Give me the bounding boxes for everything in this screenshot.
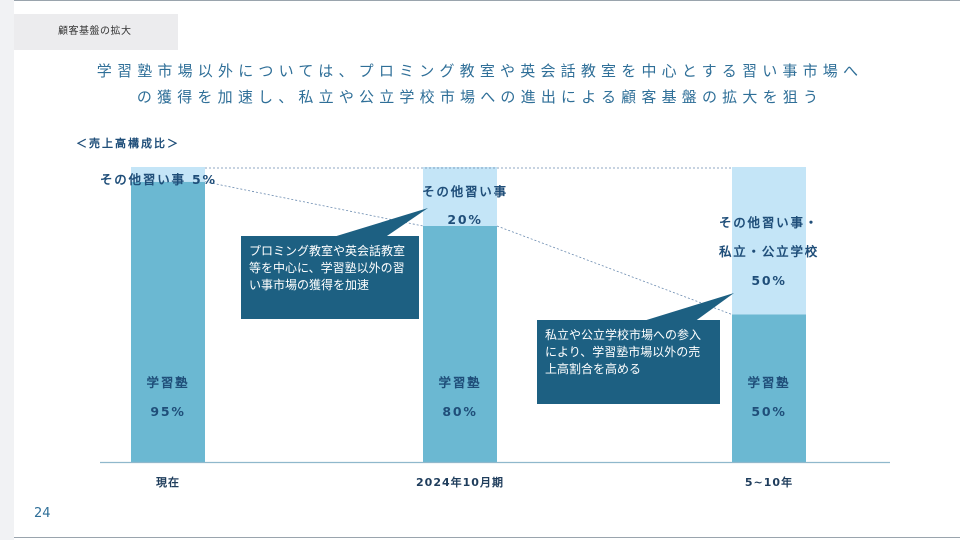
x-label-2024: 2024年10月期 xyxy=(416,476,504,489)
other-label-future-name1: その他習い事・ xyxy=(718,215,820,230)
bar-other-2024 xyxy=(423,167,497,226)
other-label-2024: その他習い事 20% xyxy=(395,178,535,234)
juku-label-2024-value: 80% xyxy=(442,404,478,419)
juku-label-future-name: 学習塾 xyxy=(747,375,791,390)
bar-other-future xyxy=(732,167,806,315)
x-label-current: 現在 xyxy=(156,476,180,489)
other-label-future-name2: 私立・公立学校 xyxy=(718,244,820,259)
headline: 学習塾市場以外については、プロミング教室や英会話教室を中心とする習い事市場へ の… xyxy=(40,58,920,110)
other-label-2024-name: その他習い事 xyxy=(422,184,508,199)
callout-lessons-market: プロミング教室や英会話教室等を中心に、学習塾以外の習い事市場の獲得を加速 xyxy=(241,236,419,319)
juku-label-2024-name: 学習塾 xyxy=(438,375,482,390)
headline-line-2: の獲得を加速し、私立や公立学校市場への進出による顧客基盤の拡大を狙う xyxy=(136,88,824,106)
section-title-tab: 顧客基盤の拡大 xyxy=(14,14,178,50)
page-number: 24 xyxy=(34,506,51,521)
bar-other-current xyxy=(131,167,205,182)
juku-label-2024: 学習塾 80% xyxy=(410,368,510,426)
other-label-current: その他習い事 5% xyxy=(100,169,240,188)
bar-juku-current xyxy=(131,181,205,462)
connector-2024-future xyxy=(496,225,733,315)
headline-line-1: 学習塾市場以外については、プロミング教室や英会話教室を中心とする習い事市場へ xyxy=(96,62,864,80)
left-margin-bar xyxy=(0,0,14,540)
connector-current-2024 xyxy=(204,181,424,227)
callout-tail-lessons xyxy=(330,208,428,238)
other-label-2024-value: 20% xyxy=(447,212,483,227)
juku-label-current: 学習塾 95% xyxy=(118,368,218,426)
top-border-line xyxy=(0,0,960,1)
chart-subtitle: ＜売上高構成比＞ xyxy=(76,137,180,150)
other-label-future: その他習い事・ 私立・公立学校 50% xyxy=(694,208,844,295)
bar-juku-future xyxy=(732,314,806,462)
callout-school-market: 私立や公立学校市場への参入により、学習塾市場以外の売上高割合を高める xyxy=(537,320,720,404)
other-label-current-name: その他習い事 xyxy=(100,172,186,187)
other-label-current-value: 5% xyxy=(191,172,217,187)
juku-label-future-value: 50% xyxy=(751,404,787,419)
callout-tail-school xyxy=(640,293,734,322)
bottom-border-line xyxy=(14,537,960,538)
juku-label-future: 学習塾 50% xyxy=(719,368,819,426)
juku-label-current-value: 95% xyxy=(150,404,186,419)
bar-juku-2024 xyxy=(423,226,497,462)
other-label-future-value: 50% xyxy=(751,273,787,288)
x-label-future: 5~10年 xyxy=(744,476,794,489)
juku-label-current-name: 学習塾 xyxy=(146,375,190,390)
